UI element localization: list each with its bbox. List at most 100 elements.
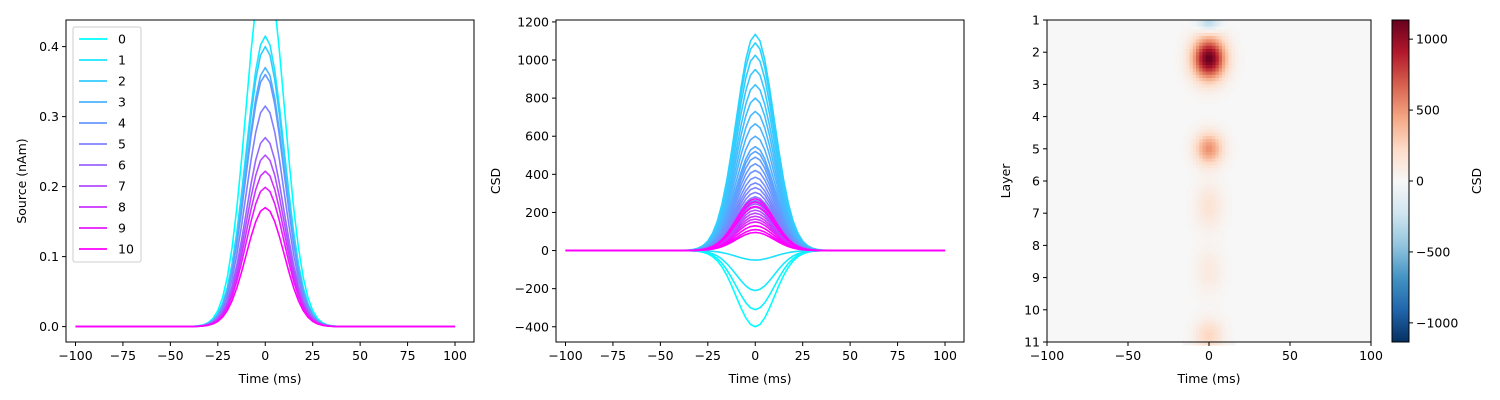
heatmap-cell [1179,55,1184,60]
heatmap-cell [1192,287,1197,291]
heatmap-cell [1196,129,1200,134]
heatmap-cell [1202,290,1207,295]
heatmap-cell [1215,39,1220,43]
heatmap-cell [1202,197,1207,201]
heatmap-cell [1221,123,1226,127]
heatmap-cell [1192,319,1197,324]
heatmap-cell [1196,200,1200,204]
heatmap-cell [1221,293,1226,298]
heatmap-cell [1212,48,1216,53]
heatmap-cell [1212,84,1216,89]
heatmap-cell [1196,267,1200,272]
x-tick-label: 100 [443,348,467,363]
heatmap-cell [1228,84,1233,89]
heatmap-cell [1221,274,1226,278]
heatmap-cell [1205,119,1210,124]
heatmap-cell [1202,23,1207,27]
heatmap-cell [1189,39,1194,43]
heatmap-cell [1189,274,1194,278]
heatmap-cell [1202,61,1207,66]
heatmap-cell [1199,255,1203,259]
heatmap-cell [1215,123,1220,127]
heatmap-cell [1212,271,1216,275]
heatmap-cell [1225,81,1229,85]
heatmap-cell [1231,161,1236,166]
heatmap-cell [1199,123,1203,127]
heatmap-cell [1234,142,1239,146]
heatmap-cell [1186,135,1190,140]
heatmap-cell [1212,232,1216,237]
csd-x-label: Time (ms) [727,371,791,386]
heatmap-cell [1209,197,1213,201]
heatmap-cell [1196,135,1200,140]
heatmap-cell [1199,322,1203,327]
heatmap-cell [1199,71,1203,76]
heatmap-cell [1231,52,1236,56]
heatmap-cell [1212,129,1216,134]
heatmap-cell [1205,135,1210,140]
heatmap-cell [1192,132,1197,137]
heatmap-cell [1228,61,1233,66]
heatmap-cell [1218,119,1223,124]
heatmap-cell [1209,271,1213,275]
x-tick-label: 100 [1359,348,1383,363]
heatmap-cell [1218,55,1223,60]
heatmap-cell [1199,235,1203,240]
heatmap-cell [1205,258,1210,262]
heatmap-cell [1209,306,1213,311]
heatmap-cell [1218,277,1223,282]
heatmap-cell [1221,277,1226,282]
heatmap-cell [1218,23,1223,27]
heatmap-cell [1225,135,1229,140]
heatmap-cell [1221,245,1226,250]
heatmap-cell [1218,309,1223,314]
heatmap-cell [1221,213,1226,217]
heatmap-cell [1221,48,1226,53]
heatmap-cell [1173,52,1177,56]
heatmap-cell [1218,177,1223,182]
heatmap-cell [1218,290,1223,295]
heatmap-cell [1189,213,1194,217]
heatmap-cell [1215,71,1220,76]
heatmap-cell [1215,274,1220,278]
heatmap-cell [1199,306,1203,311]
heatmap-cell [1196,61,1200,66]
heatmap-cell [1189,287,1194,291]
heatmap-cell [1215,338,1220,343]
heatmap-cell [1186,274,1190,278]
heatmap-cell [1196,203,1200,208]
heatmap-cell [1186,68,1190,72]
heatmap-cell [1215,58,1220,63]
heatmap-cell [1202,65,1207,69]
heatmap-cell [1189,329,1194,333]
heatmap-cell [1228,71,1233,76]
heatmap-cell [1234,58,1239,63]
heatmap-cell [1196,161,1200,166]
heatmap-cell [1228,271,1233,275]
heatmap-cell [1215,65,1220,69]
heatmap-cell [1176,36,1181,40]
heatmap-cell [1228,325,1233,330]
heatmap-cell [1199,271,1203,275]
heatmap-cell [1189,58,1194,63]
heatmap-cell [1202,119,1207,124]
heatmap-cell [1192,71,1197,76]
heatmap-cell [1221,77,1226,82]
heatmap-cell [1179,84,1184,89]
heatmap-cell [1192,200,1197,204]
heatmap-cell [1218,158,1223,163]
heatmap-cell [1212,329,1216,333]
heatmap-cell [1209,152,1213,156]
heatmap-cell [1202,284,1207,288]
heatmap-cell [1218,338,1223,343]
heatmap-cell [1189,206,1194,211]
heatmap-cell [1196,197,1200,201]
heatmap-cell [1199,36,1203,40]
heatmap-cell [1186,87,1190,92]
heatmap-cell [1215,280,1220,285]
heatmap-cell [1215,245,1220,250]
heatmap-cell [1202,36,1207,40]
heatmap-cell [1196,280,1200,285]
heatmap-cell [1192,74,1197,79]
csd-line-22 [565,196,946,252]
